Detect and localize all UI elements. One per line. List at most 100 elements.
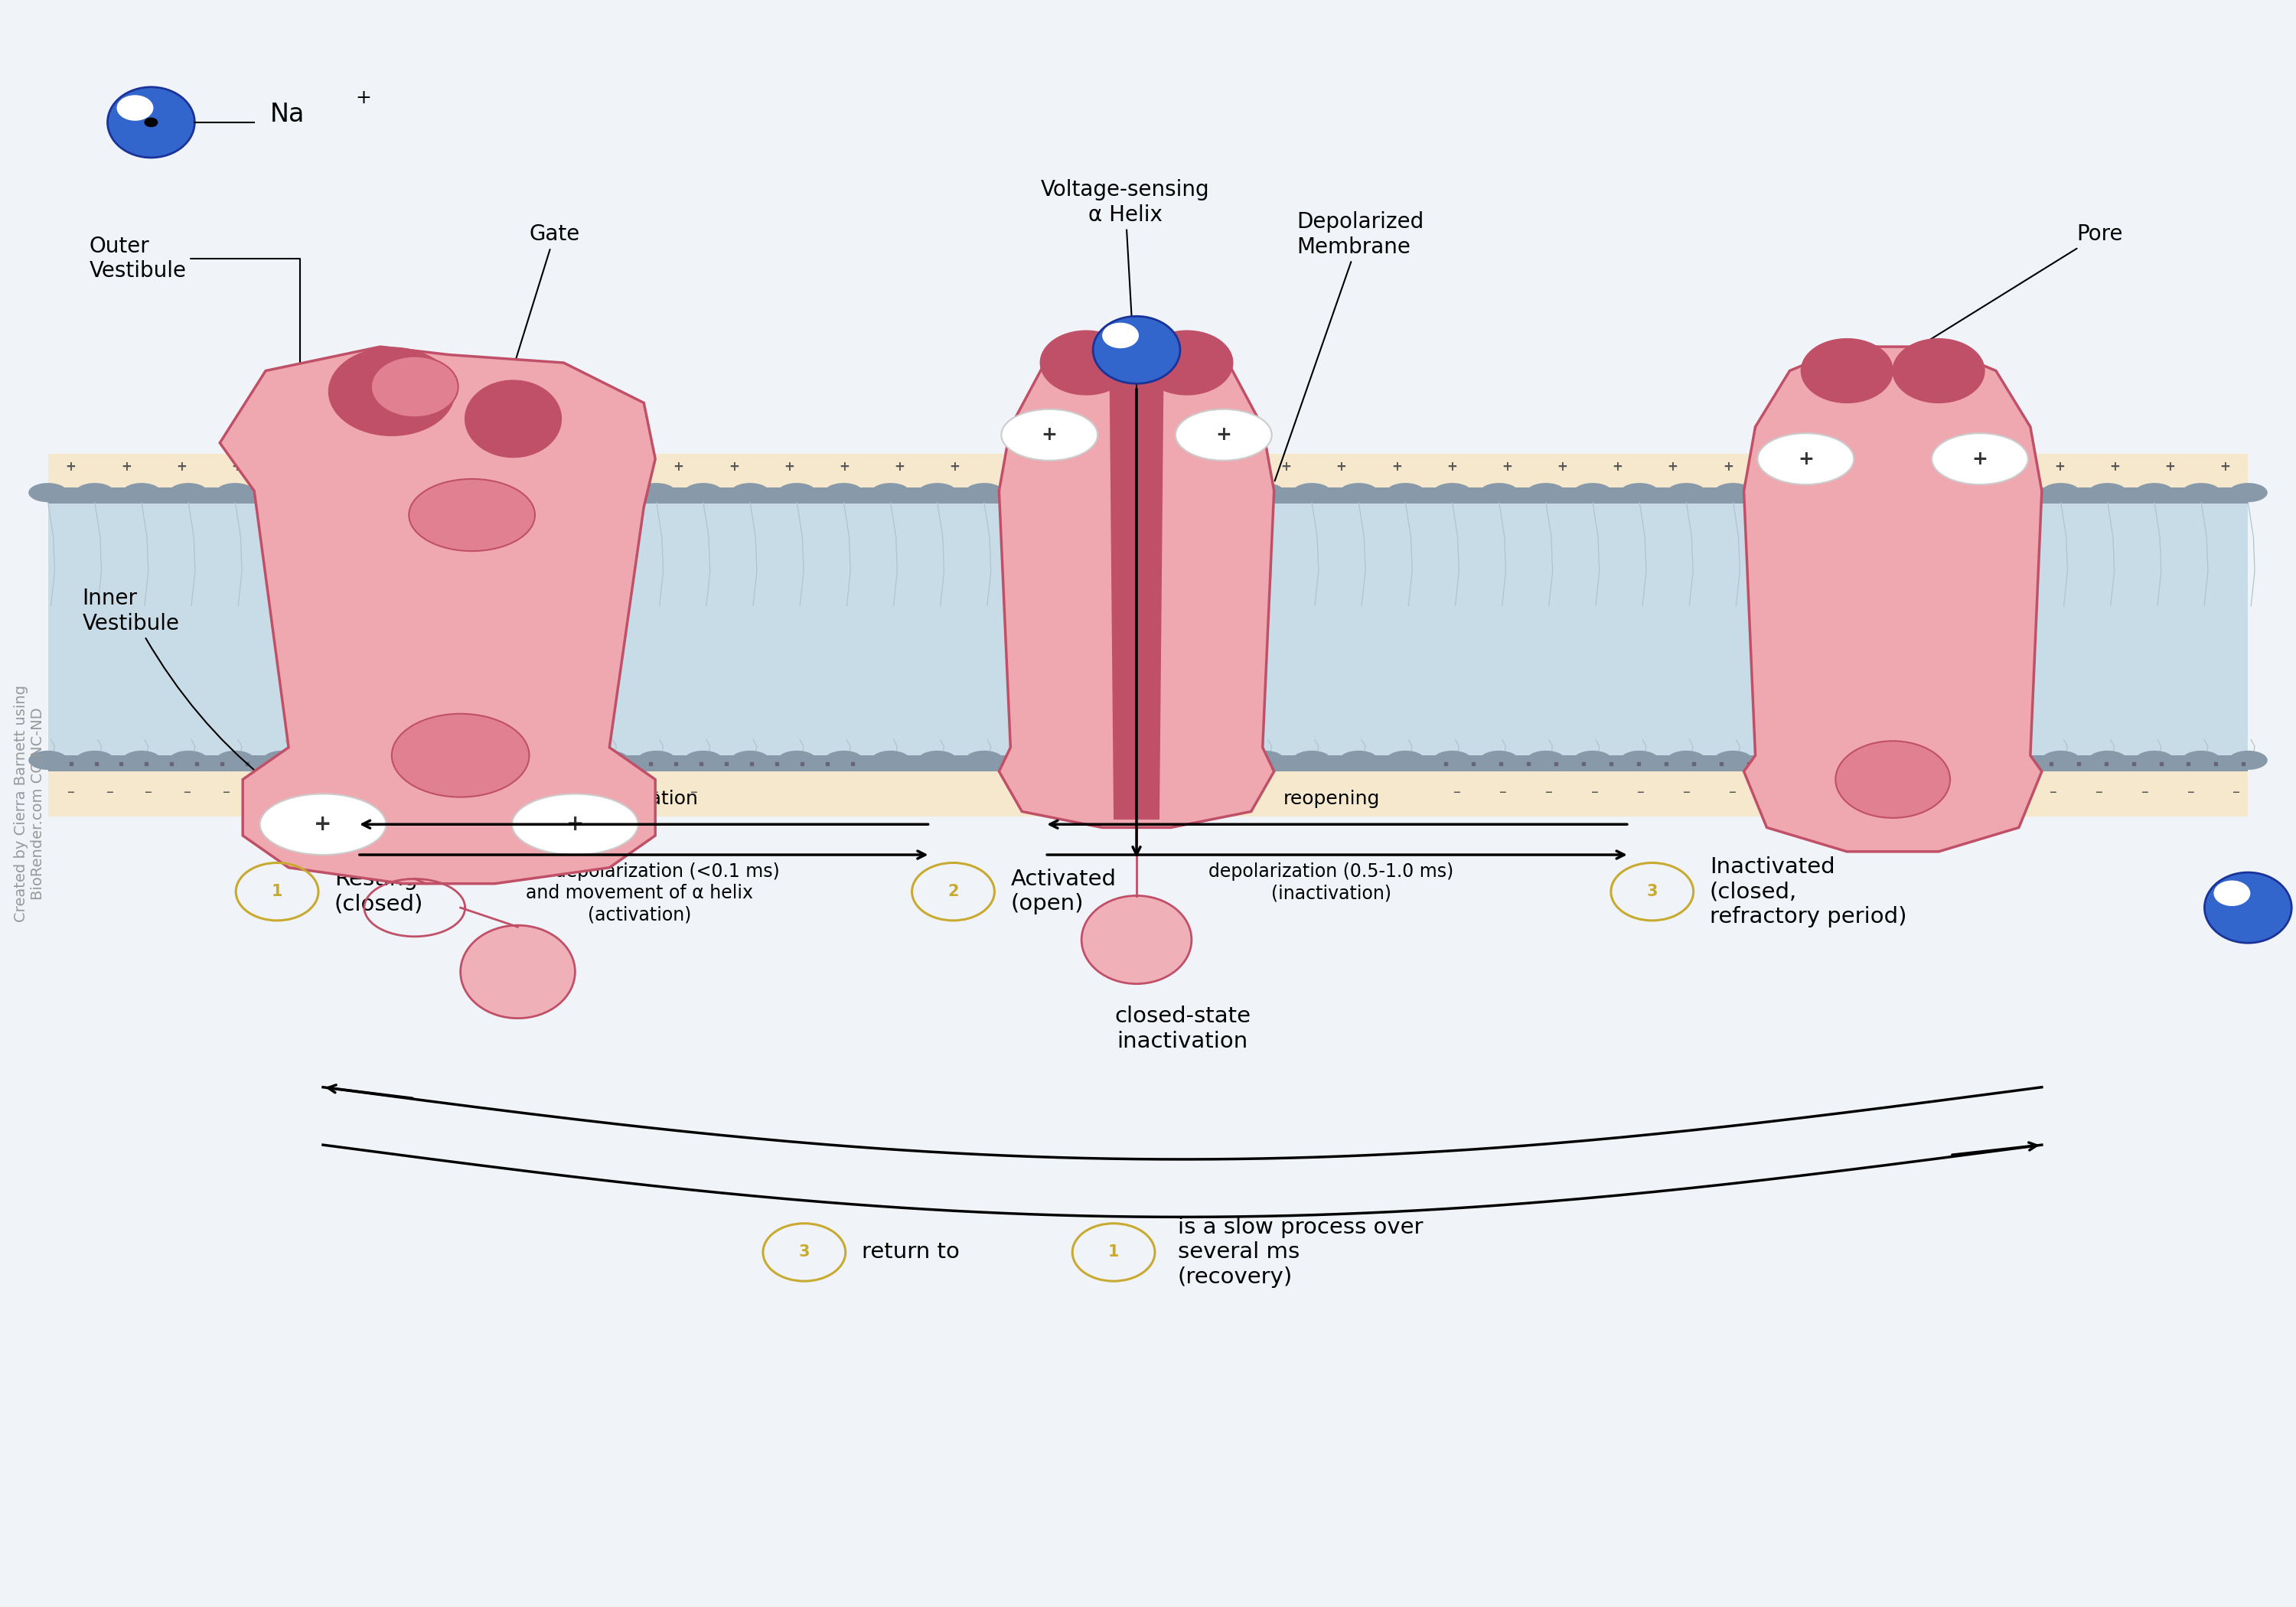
Ellipse shape (2041, 484, 2080, 501)
Text: Voltage-sensing
α Helix: Voltage-sensing α Helix (1040, 180, 1210, 399)
Ellipse shape (461, 926, 574, 1019)
Ellipse shape (328, 347, 455, 435)
Text: +: + (2110, 460, 2119, 474)
Ellipse shape (1573, 750, 1612, 770)
Text: Depolarized
Membrane: Depolarized Membrane (1274, 212, 1424, 480)
Text: –: – (184, 784, 191, 800)
Ellipse shape (1800, 339, 1892, 403)
Text: +: + (1116, 460, 1125, 474)
Text: Inactivated
(closed,
refractory period): Inactivated (closed, refractory period) (1711, 857, 1906, 927)
Ellipse shape (1527, 484, 1566, 501)
Ellipse shape (1855, 484, 1892, 501)
Ellipse shape (918, 750, 957, 770)
Ellipse shape (1892, 339, 1984, 403)
Ellipse shape (1761, 750, 1800, 770)
Ellipse shape (590, 484, 629, 501)
Circle shape (2213, 881, 2250, 906)
Text: +: + (452, 460, 464, 474)
Ellipse shape (76, 750, 115, 770)
Text: –: – (2050, 784, 2057, 800)
Ellipse shape (1901, 484, 1940, 501)
Text: +: + (1226, 460, 1235, 474)
Ellipse shape (262, 750, 301, 770)
Text: Inner
Vestibule: Inner Vestibule (83, 588, 425, 866)
Ellipse shape (1995, 750, 2034, 770)
Ellipse shape (590, 750, 629, 770)
Ellipse shape (1761, 484, 1800, 501)
Ellipse shape (512, 794, 638, 855)
Ellipse shape (1807, 750, 1846, 770)
Ellipse shape (409, 479, 535, 551)
Text: Na: Na (271, 101, 305, 127)
Ellipse shape (1293, 750, 1332, 770)
Text: –: – (2232, 784, 2241, 800)
Ellipse shape (1947, 750, 1986, 770)
Text: –: – (691, 784, 698, 800)
Text: +: + (287, 460, 296, 474)
Text: +: + (838, 460, 850, 474)
Ellipse shape (2135, 484, 2174, 501)
Text: 1: 1 (271, 884, 282, 900)
Ellipse shape (1104, 750, 1143, 770)
Text: +: + (315, 813, 333, 836)
Text: –: – (1867, 784, 1874, 800)
Ellipse shape (1244, 750, 1283, 770)
Text: +: + (2220, 460, 2229, 474)
Text: +: + (1061, 460, 1070, 474)
Text: –: – (613, 784, 620, 800)
Ellipse shape (2135, 750, 2174, 770)
Ellipse shape (356, 484, 395, 501)
Text: +: + (1972, 450, 1988, 468)
Text: +: + (356, 88, 372, 108)
Text: –: – (262, 784, 269, 800)
Ellipse shape (730, 484, 769, 501)
Text: +: + (1777, 460, 1789, 474)
Text: +: + (1798, 450, 1814, 468)
Ellipse shape (108, 87, 195, 157)
Text: –: – (67, 784, 76, 800)
Ellipse shape (2229, 750, 2268, 770)
Ellipse shape (372, 357, 459, 418)
Ellipse shape (544, 750, 583, 770)
Text: +: + (563, 460, 574, 474)
Text: –: – (106, 784, 113, 800)
Ellipse shape (824, 484, 863, 501)
Text: –: – (1913, 784, 1919, 800)
Text: +: + (1171, 460, 1180, 474)
Ellipse shape (2181, 484, 2220, 501)
Ellipse shape (1713, 484, 1752, 501)
Text: 3: 3 (1646, 884, 1658, 900)
Bar (1435, 771, 2248, 816)
Text: reopening: reopening (1283, 791, 1380, 808)
Bar (48, 500, 2248, 759)
Text: +: + (1612, 460, 1623, 474)
Ellipse shape (1667, 750, 1706, 770)
Ellipse shape (1835, 741, 1949, 818)
Text: closed-state
inactivation: closed-state inactivation (1114, 1006, 1251, 1053)
Ellipse shape (2229, 484, 2268, 501)
Ellipse shape (870, 750, 909, 770)
Text: +: + (567, 813, 583, 836)
Ellipse shape (1621, 750, 1660, 770)
Ellipse shape (636, 484, 675, 501)
Ellipse shape (2087, 750, 2126, 770)
Ellipse shape (1199, 750, 1238, 770)
Text: –: – (301, 784, 308, 800)
Text: depolarization (0.5-1.0 ms)
(inactivation): depolarization (0.5-1.0 ms) (inactivatio… (1208, 863, 1453, 903)
Circle shape (1102, 323, 1139, 349)
Ellipse shape (778, 750, 817, 770)
Bar (850, 771, 1435, 816)
Ellipse shape (28, 750, 67, 770)
Text: +: + (1832, 460, 1844, 474)
Text: +: + (618, 460, 629, 474)
Ellipse shape (684, 750, 723, 770)
Text: +: + (783, 460, 794, 474)
Ellipse shape (730, 750, 769, 770)
Text: +: + (397, 460, 409, 474)
Text: +: + (177, 460, 186, 474)
Ellipse shape (216, 750, 255, 770)
Ellipse shape (28, 484, 67, 501)
Text: +: + (1667, 460, 1678, 474)
Ellipse shape (1040, 331, 1132, 395)
Ellipse shape (1667, 484, 1706, 501)
